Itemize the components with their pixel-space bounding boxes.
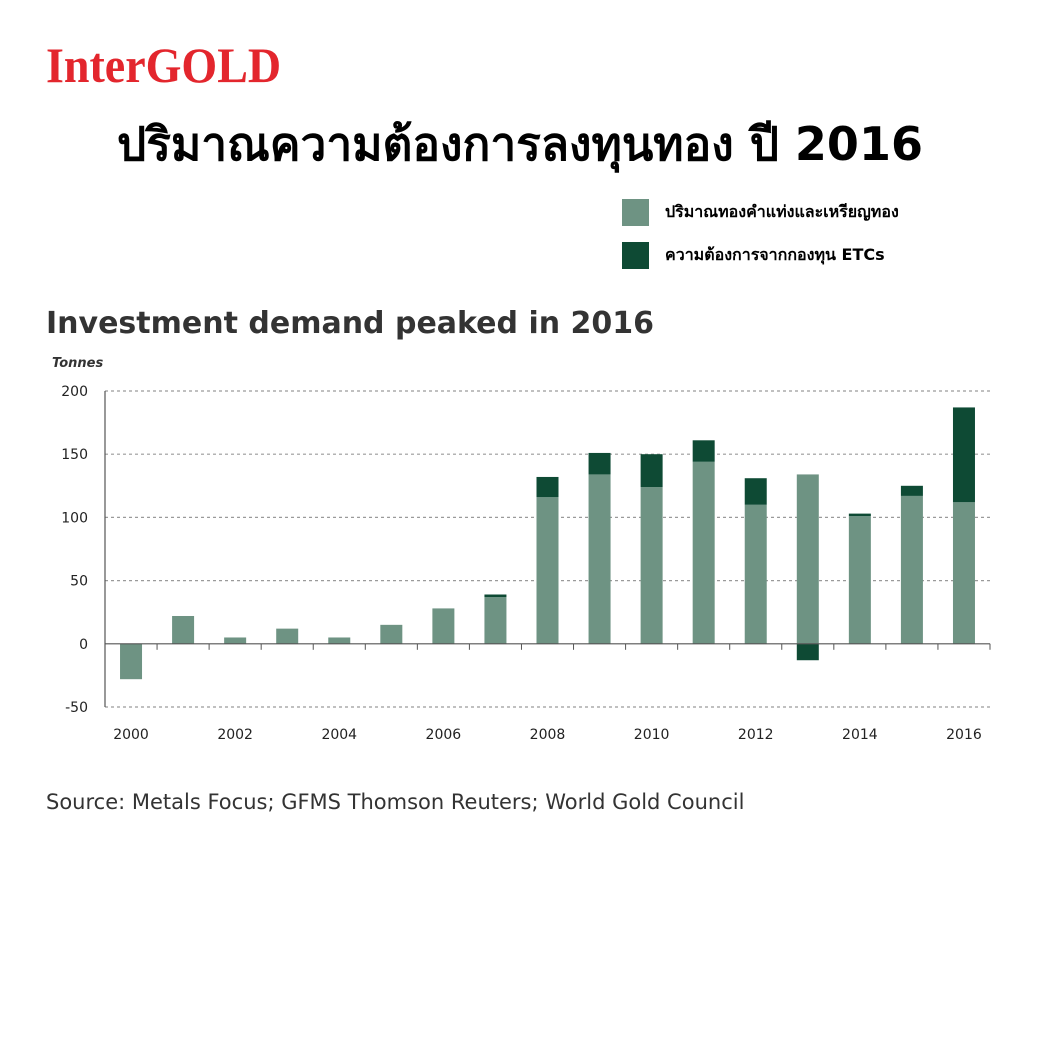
bar-etcs	[900, 485, 923, 496]
bar-bars-coins	[328, 637, 351, 644]
legend-swatch-etcs	[622, 241, 649, 269]
legend-label-bars-coins: ปริมาณทองคำแท่งและเหรียญทอง	[665, 201, 899, 221]
bar-etcs	[692, 440, 715, 462]
bar-etcs	[848, 513, 871, 517]
y-tick-label: -50	[65, 700, 88, 716]
x-tick-label: 2002	[217, 727, 253, 743]
legend: ปริมาณทองคำแท่งและเหรียญทอง ความต้องการจ…	[622, 198, 899, 284]
bar-etcs	[484, 594, 507, 598]
bar-bars-coins	[588, 474, 611, 644]
y-tick-label: 100	[61, 510, 88, 526]
x-tick-label: 2000	[113, 727, 149, 743]
bar-bars-coins	[848, 516, 871, 644]
brand-logo: InterGOLD	[46, 37, 282, 93]
y-tick-label: 50	[70, 574, 88, 590]
page-title: ปริมาณความต้องการลงทุนทอง ปี 2016	[117, 117, 923, 171]
x-tick-label: 2004	[321, 727, 357, 743]
bar-bars-coins	[536, 497, 559, 644]
bar-bars-coins	[432, 608, 455, 644]
bar-etcs	[796, 643, 819, 661]
bar-bars-coins	[380, 624, 403, 644]
legend-swatch-bars-coins	[622, 198, 649, 226]
y-tick-label: 150	[61, 447, 88, 463]
bar-etcs	[952, 407, 975, 503]
bar-etcs	[640, 454, 663, 488]
y-tick-label: 200	[61, 384, 88, 400]
legend-label-etcs: ความต้องการจากกองทุน ETCs	[665, 244, 885, 264]
x-tick-label: 2008	[530, 727, 566, 743]
bar-bars-coins	[640, 487, 663, 644]
bar-bars-coins	[172, 615, 195, 644]
legend-item-bars-coins: ปริมาณทองคำแท่งและเหรียญทอง	[622, 198, 899, 226]
bar-bars-coins	[120, 643, 143, 680]
y-axis-unit: Tonnes	[52, 356, 104, 371]
legend-item-etcs: ความต้องการจากกองทุน ETCs	[622, 241, 899, 269]
bar-etcs	[588, 452, 611, 475]
x-tick-label: 2014	[842, 727, 878, 743]
bar-bars-coins	[900, 495, 923, 644]
source-note: Source: Metals Focus; GFMS Thomson Reute…	[46, 790, 745, 814]
bar-bars-coins	[276, 628, 299, 644]
bar-bars-coins	[224, 637, 247, 644]
bar-etcs	[536, 476, 559, 498]
bar-bars-coins	[744, 504, 767, 644]
bar-bars-coins	[692, 461, 715, 644]
x-tick-label: 2016	[946, 727, 982, 743]
y-tick-label: 0	[79, 637, 88, 653]
bar-etcs	[744, 478, 767, 505]
x-tick-label: 2010	[634, 727, 670, 743]
bar-bars-coins	[952, 502, 975, 644]
bar-bars-coins	[484, 597, 507, 644]
x-tick-label: 2012	[738, 727, 774, 743]
chart-title: Investment demand peaked in 2016	[46, 306, 655, 341]
bar-bars-coins	[796, 474, 819, 644]
x-tick-label: 2006	[426, 727, 462, 743]
